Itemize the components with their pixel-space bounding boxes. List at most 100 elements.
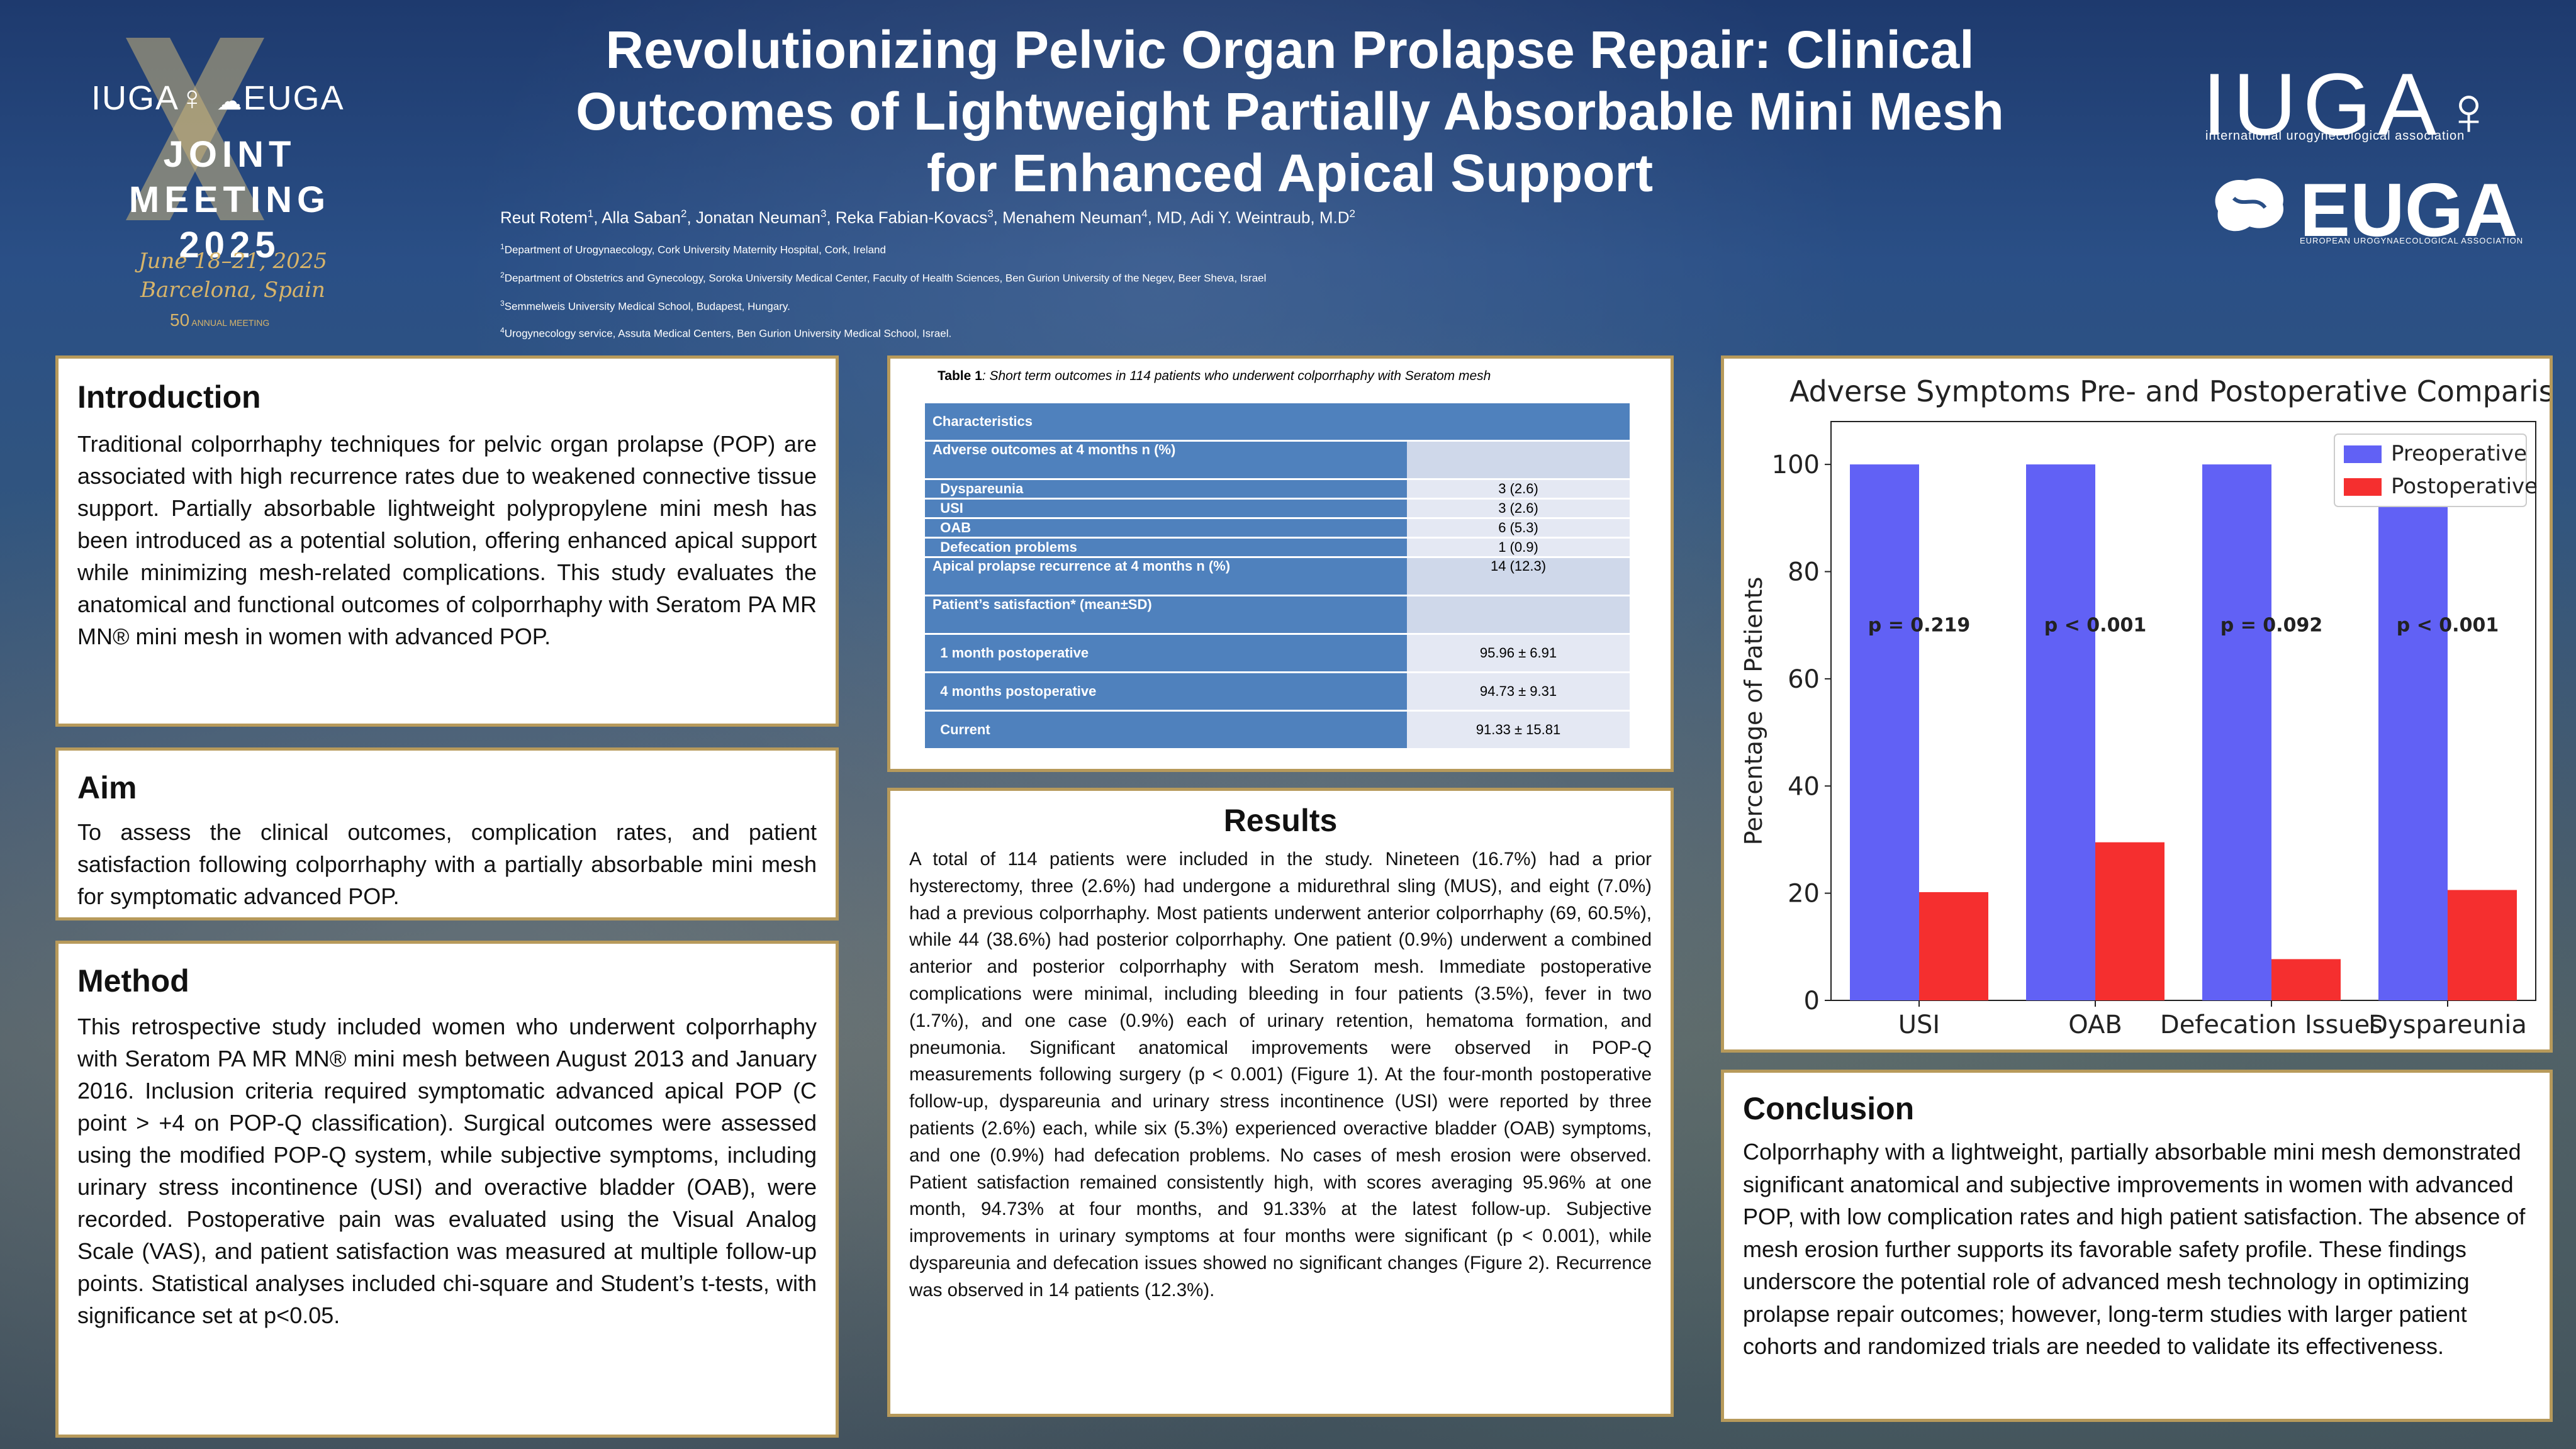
- author-name: Reut Rotem: [500, 208, 588, 227]
- affiliation-line: 1Department of Urogynaecology, Cork Univ…: [500, 242, 886, 257]
- p-value-annotation: p < 0.001: [2044, 615, 2146, 637]
- table-row: USI 3 (2.6): [925, 500, 1630, 517]
- affiliation-text: Semmelweis University Medical School, Bu…: [504, 300, 790, 313]
- author-affiliation-mark: 2: [1349, 208, 1355, 220]
- meeting-date-text: June 18–21, 2025: [138, 249, 328, 274]
- preoperative-bar: [1850, 464, 1919, 1000]
- table-cell-value: 14 (12.3): [1407, 558, 1630, 595]
- postoperative-bar: [2271, 959, 2341, 1000]
- table-row: Apical prolapse recurrence at 4 months n…: [925, 558, 1630, 595]
- y-tick-label: 0: [1804, 987, 1820, 1015]
- x-tick-label: OAB: [2068, 1010, 2122, 1039]
- postoperative-bar: [2448, 890, 2517, 1000]
- method-heading: Method: [77, 963, 189, 999]
- preoperative-bar: [2026, 464, 2095, 1000]
- joint-meeting-line2: 2025: [179, 225, 281, 266]
- table-panel: Table 1: Short term outcomes in 114 pati…: [887, 355, 1674, 772]
- author-name: Menahem Neuman: [1002, 208, 1142, 227]
- anniversary-badge: 50 ANNUAL MEETING: [170, 310, 269, 330]
- poster-title: Revolutionizing Pelvic Organ Prolapse Re…: [576, 20, 2004, 203]
- table-cell-value: [1407, 403, 1630, 440]
- affiliation-line: 3Semmelweis University Medical School, B…: [500, 299, 790, 313]
- preoperative-bar: [2202, 464, 2271, 1000]
- affiliation-text: Department of Obstetrics and Gynecology,…: [504, 272, 1267, 284]
- plot-frame: [1830, 421, 2536, 1001]
- introduction-heading: Introduction: [77, 379, 261, 415]
- aim-heading: Aim: [77, 770, 137, 805]
- table-cell-value: 91.33 ± 15.81: [1407, 712, 1630, 748]
- brain-icon: ☁: [216, 87, 244, 115]
- iuga-logo: IUGA♀: [2202, 53, 2501, 155]
- table-cell-value: 95.96 ± 6.91: [1407, 635, 1630, 671]
- table-cell-value: [1407, 442, 1630, 478]
- author-affiliation-mark: 3: [987, 208, 994, 220]
- table-caption: Table 1: Short term outcomes in 114 pati…: [938, 369, 1636, 384]
- table-cell-label: 4 months postoperative: [925, 673, 1407, 710]
- results-panel: Results A total of 114 patients were inc…: [887, 788, 1674, 1417]
- p-value-annotation: p = 0.219: [1868, 615, 1970, 637]
- female-symbol-icon: ♀: [179, 79, 206, 117]
- euga-subtitle: EUROPEAN UROGYNAECOLOGICAL ASSOCIATION: [2300, 236, 2524, 245]
- table-cell-label: Characteristics: [925, 403, 1407, 440]
- table-caption-text: : Short term outcomes in 114 patients wh…: [982, 369, 1491, 383]
- chart-title: Adverse Symptoms Pre- and Postoperative …: [1789, 374, 2550, 408]
- affiliation-mark: 4: [500, 326, 505, 335]
- brain-icon: [2215, 178, 2284, 232]
- author-affiliation-mark: 3: [820, 208, 827, 220]
- table-caption-label: Table 1: [938, 369, 982, 383]
- affiliation-text: Urogynecology service, Assuta Medical Ce…: [504, 327, 952, 340]
- y-axis-label: Percentage of Patients: [1740, 577, 1767, 846]
- outcomes-table: Characteristics Adverse outcomes at 4 mon…: [925, 401, 1630, 750]
- table-cell-value: 6 (5.3): [1407, 519, 1630, 537]
- p-value-annotation: p < 0.001: [2397, 615, 2499, 637]
- table-cell-label: Dyspareunia: [925, 480, 1407, 498]
- chart-panel: Adverse Symptoms Pre- and Postoperative …: [1721, 355, 2576, 1053]
- author-name: Reka Fabian-Kovacs: [835, 208, 988, 227]
- iuga-small-text: IUGA: [91, 79, 180, 117]
- legend-label: Preoperative: [2391, 441, 2527, 466]
- meeting-dates: June 18–21, 2025 Barcelona, Spain: [82, 247, 384, 305]
- author-name: Jonatan Neuman: [695, 208, 820, 227]
- meeting-place-text: Barcelona, Spain: [140, 277, 325, 303]
- table-row: 1 month postoperative 95.96 ± 6.91: [925, 635, 1630, 671]
- aim-text: To assess the clinical outcomes, complic…: [77, 819, 817, 909]
- p-value-annotation: p = 0.092: [2220, 615, 2322, 637]
- x-tick-label: USI: [1898, 1010, 1940, 1039]
- postoperative-bar: [1919, 892, 1988, 1000]
- table-cell-value: 3 (2.6): [1407, 480, 1630, 498]
- y-tick-label: 40: [1788, 772, 1820, 801]
- iuga-euga-small-logo: IUGA♀ ☁EUGA: [91, 79, 345, 118]
- adverse-symptoms-chart: Adverse Symptoms Pre- and Postoperative …: [1740, 374, 2576, 1039]
- preoperative-bar: [2378, 464, 2448, 1000]
- author-name: Alla Saban: [602, 208, 681, 227]
- method-panel: Method This retrospective study included…: [55, 941, 839, 1438]
- affiliation-text: Department of Urogynaecology, Cork Unive…: [504, 243, 886, 256]
- table-row: Adverse outcomes at 4 months n (%): [925, 442, 1630, 478]
- female-symbol-icon: ♀: [2443, 72, 2501, 150]
- table-cell-label: OAB: [925, 519, 1407, 537]
- legend-box: [2334, 434, 2527, 507]
- introduction-panel: Introduction Traditional colporrhaphy te…: [55, 355, 839, 727]
- legend-swatch: [2344, 445, 2382, 463]
- conclusion-heading: Conclusion: [1743, 1091, 1915, 1126]
- table-cell-label: Current: [925, 712, 1407, 748]
- y-tick-label: 20: [1788, 880, 1820, 909]
- table-cell-value: 94.73 ± 9.31: [1407, 673, 1630, 710]
- table-cell-label: Adverse outcomes at 4 months n (%): [925, 442, 1407, 478]
- table-row: Patient’s satisfaction* (mean±SD): [925, 596, 1630, 633]
- affiliation-mark: 1: [500, 242, 505, 251]
- results-heading: Results: [1223, 803, 1338, 838]
- author-suffix: , MD: [1147, 208, 1182, 227]
- table-cell-value: 3 (2.6): [1407, 500, 1630, 517]
- joint-meeting-line1: JOINT MEETING: [128, 134, 331, 220]
- author-name: Adi Y. Weintraub, M.D: [1190, 208, 1350, 227]
- conclusion-text: Colporrhaphy with a lightweight, partial…: [1743, 1139, 2526, 1359]
- anniversary-number: 50: [170, 310, 190, 330]
- affiliation-line: 2Department of Obstetrics and Gynecology…: [500, 271, 1266, 285]
- affiliation-line: 4Urogynecology service, Assuta Medical C…: [500, 326, 951, 340]
- affiliation-mark: 2: [500, 271, 505, 279]
- author-affiliation-mark: 1: [587, 208, 594, 220]
- anniversary-label: ANNUAL MEETING: [191, 318, 270, 328]
- x-tick-label: Dyspareunia: [2368, 1010, 2527, 1039]
- table-row: 4 months postoperative 94.73 ± 9.31: [925, 673, 1630, 710]
